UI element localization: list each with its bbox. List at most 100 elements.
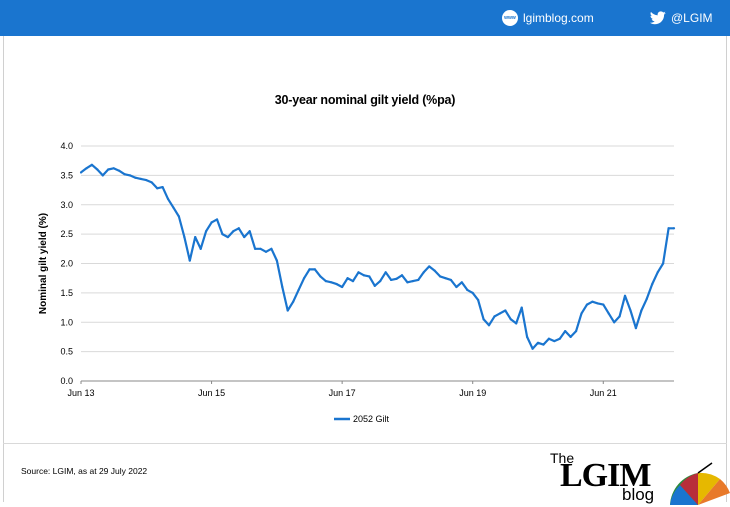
- data-point: [536, 341, 540, 344]
- data-point: [128, 174, 132, 177]
- x-tick-label: Jun 21: [590, 388, 617, 398]
- twitter-link-label: @LGIM: [671, 11, 713, 25]
- x-tick-label: Jun 13: [67, 388, 94, 398]
- data-point: [520, 306, 523, 309]
- data-point: [292, 300, 295, 303]
- data-point: [498, 312, 502, 315]
- data-point: [79, 171, 83, 174]
- data-point: [645, 297, 648, 300]
- data-point: [449, 278, 453, 282]
- data-point: [297, 288, 300, 292]
- y-tick-label: 2.5: [60, 229, 73, 239]
- data-point: [226, 235, 229, 239]
- data-point: [308, 268, 311, 271]
- data-point: [526, 335, 529, 339]
- data-point: [232, 230, 235, 233]
- data-point: [591, 300, 594, 303]
- data-point: [275, 259, 278, 262]
- data-point: [667, 227, 670, 230]
- data-point: [493, 315, 496, 318]
- data-point: [210, 221, 213, 224]
- data-point: [460, 281, 463, 284]
- data-point: [618, 315, 621, 318]
- data-point: [145, 178, 148, 182]
- data-point: [515, 322, 518, 325]
- data-point: [531, 347, 534, 350]
- data-point: [346, 277, 349, 280]
- series-line-0: [80, 163, 674, 350]
- data-point: [221, 233, 224, 236]
- lgim-blog-logo[interactable]: The LGIM blog: [548, 450, 730, 505]
- data-point: [302, 277, 306, 280]
- y-tick-label: 3.5: [60, 170, 73, 180]
- data-point: [172, 206, 175, 209]
- logo-blog-text: blog: [622, 485, 655, 504]
- data-point: [139, 177, 142, 180]
- data-point: [471, 291, 474, 294]
- data-point: [553, 339, 556, 343]
- footer-divider: [3, 443, 727, 444]
- legend-label: 2052 Gilt: [353, 414, 390, 424]
- data-point: [107, 168, 110, 171]
- data-point: [433, 269, 436, 272]
- data-point: [574, 329, 578, 333]
- chart-title: 30-year nominal gilt yield (%pa): [274, 93, 456, 107]
- data-point: [324, 280, 327, 283]
- data-point: [253, 247, 257, 250]
- data-point: [629, 309, 632, 312]
- data-point: [651, 282, 654, 286]
- site-link-label: lgimblog.com: [523, 11, 594, 25]
- data-point: [101, 174, 104, 177]
- data-point: [547, 337, 550, 340]
- data-point: [373, 284, 376, 287]
- data-point: [90, 163, 93, 166]
- data-point: [319, 275, 322, 278]
- data-point: [395, 277, 398, 280]
- data-point: [569, 335, 572, 339]
- data-point: [596, 302, 599, 305]
- y-axis-label: Nominal gilt yield (%): [38, 213, 49, 314]
- y-tick-label: 4.0: [60, 141, 73, 151]
- data-point: [672, 227, 676, 230]
- data-point: [134, 176, 137, 179]
- data-point: [362, 274, 365, 277]
- twitter-link[interactable]: @LGIM: [650, 0, 713, 36]
- data-point: [390, 278, 393, 282]
- data-point: [166, 197, 170, 200]
- data-point: [96, 168, 99, 171]
- data-point: [400, 274, 404, 277]
- data-point: [237, 227, 240, 230]
- x-tick-label: Jun 19: [459, 388, 486, 398]
- logo-main-text: LGIM: [560, 457, 651, 494]
- data-point: [564, 329, 567, 333]
- y-tick-label: 1.0: [60, 317, 73, 327]
- data-point: [613, 321, 616, 324]
- data-point: [509, 318, 512, 321]
- data-point: [156, 187, 159, 190]
- data-point: [161, 186, 164, 189]
- data-point: [270, 247, 273, 250]
- data-point: [558, 337, 561, 340]
- data-point: [150, 181, 153, 184]
- data-point: [259, 247, 262, 250]
- source-note: Source: LGIM, as at 29 July 2022: [21, 466, 148, 476]
- y-tick-label: 0.0: [60, 376, 73, 386]
- data-point: [477, 298, 480, 302]
- data-point: [384, 271, 387, 274]
- data-point: [428, 265, 431, 268]
- data-point: [662, 262, 665, 265]
- data-point: [205, 230, 208, 233]
- data-point: [640, 309, 643, 312]
- data-point: [264, 250, 268, 253]
- site-link[interactable]: www lgimblog.com: [502, 0, 594, 36]
- y-tick-label: 2.0: [60, 259, 73, 269]
- data-point: [188, 259, 191, 262]
- content-frame: [3, 36, 727, 502]
- data-point: [602, 303, 605, 306]
- data-point: [183, 235, 186, 239]
- line-chart: 0.0 0.5 1.0 1.5 2.0 2.5 3.0 3.5 4.0 Jun 13 Jun 15 J…: [38, 141, 676, 424]
- data-point: [248, 230, 251, 233]
- y-tick-label: 1.5: [60, 288, 73, 298]
- logo-the-text: The: [550, 450, 575, 466]
- data-point: [607, 312, 610, 315]
